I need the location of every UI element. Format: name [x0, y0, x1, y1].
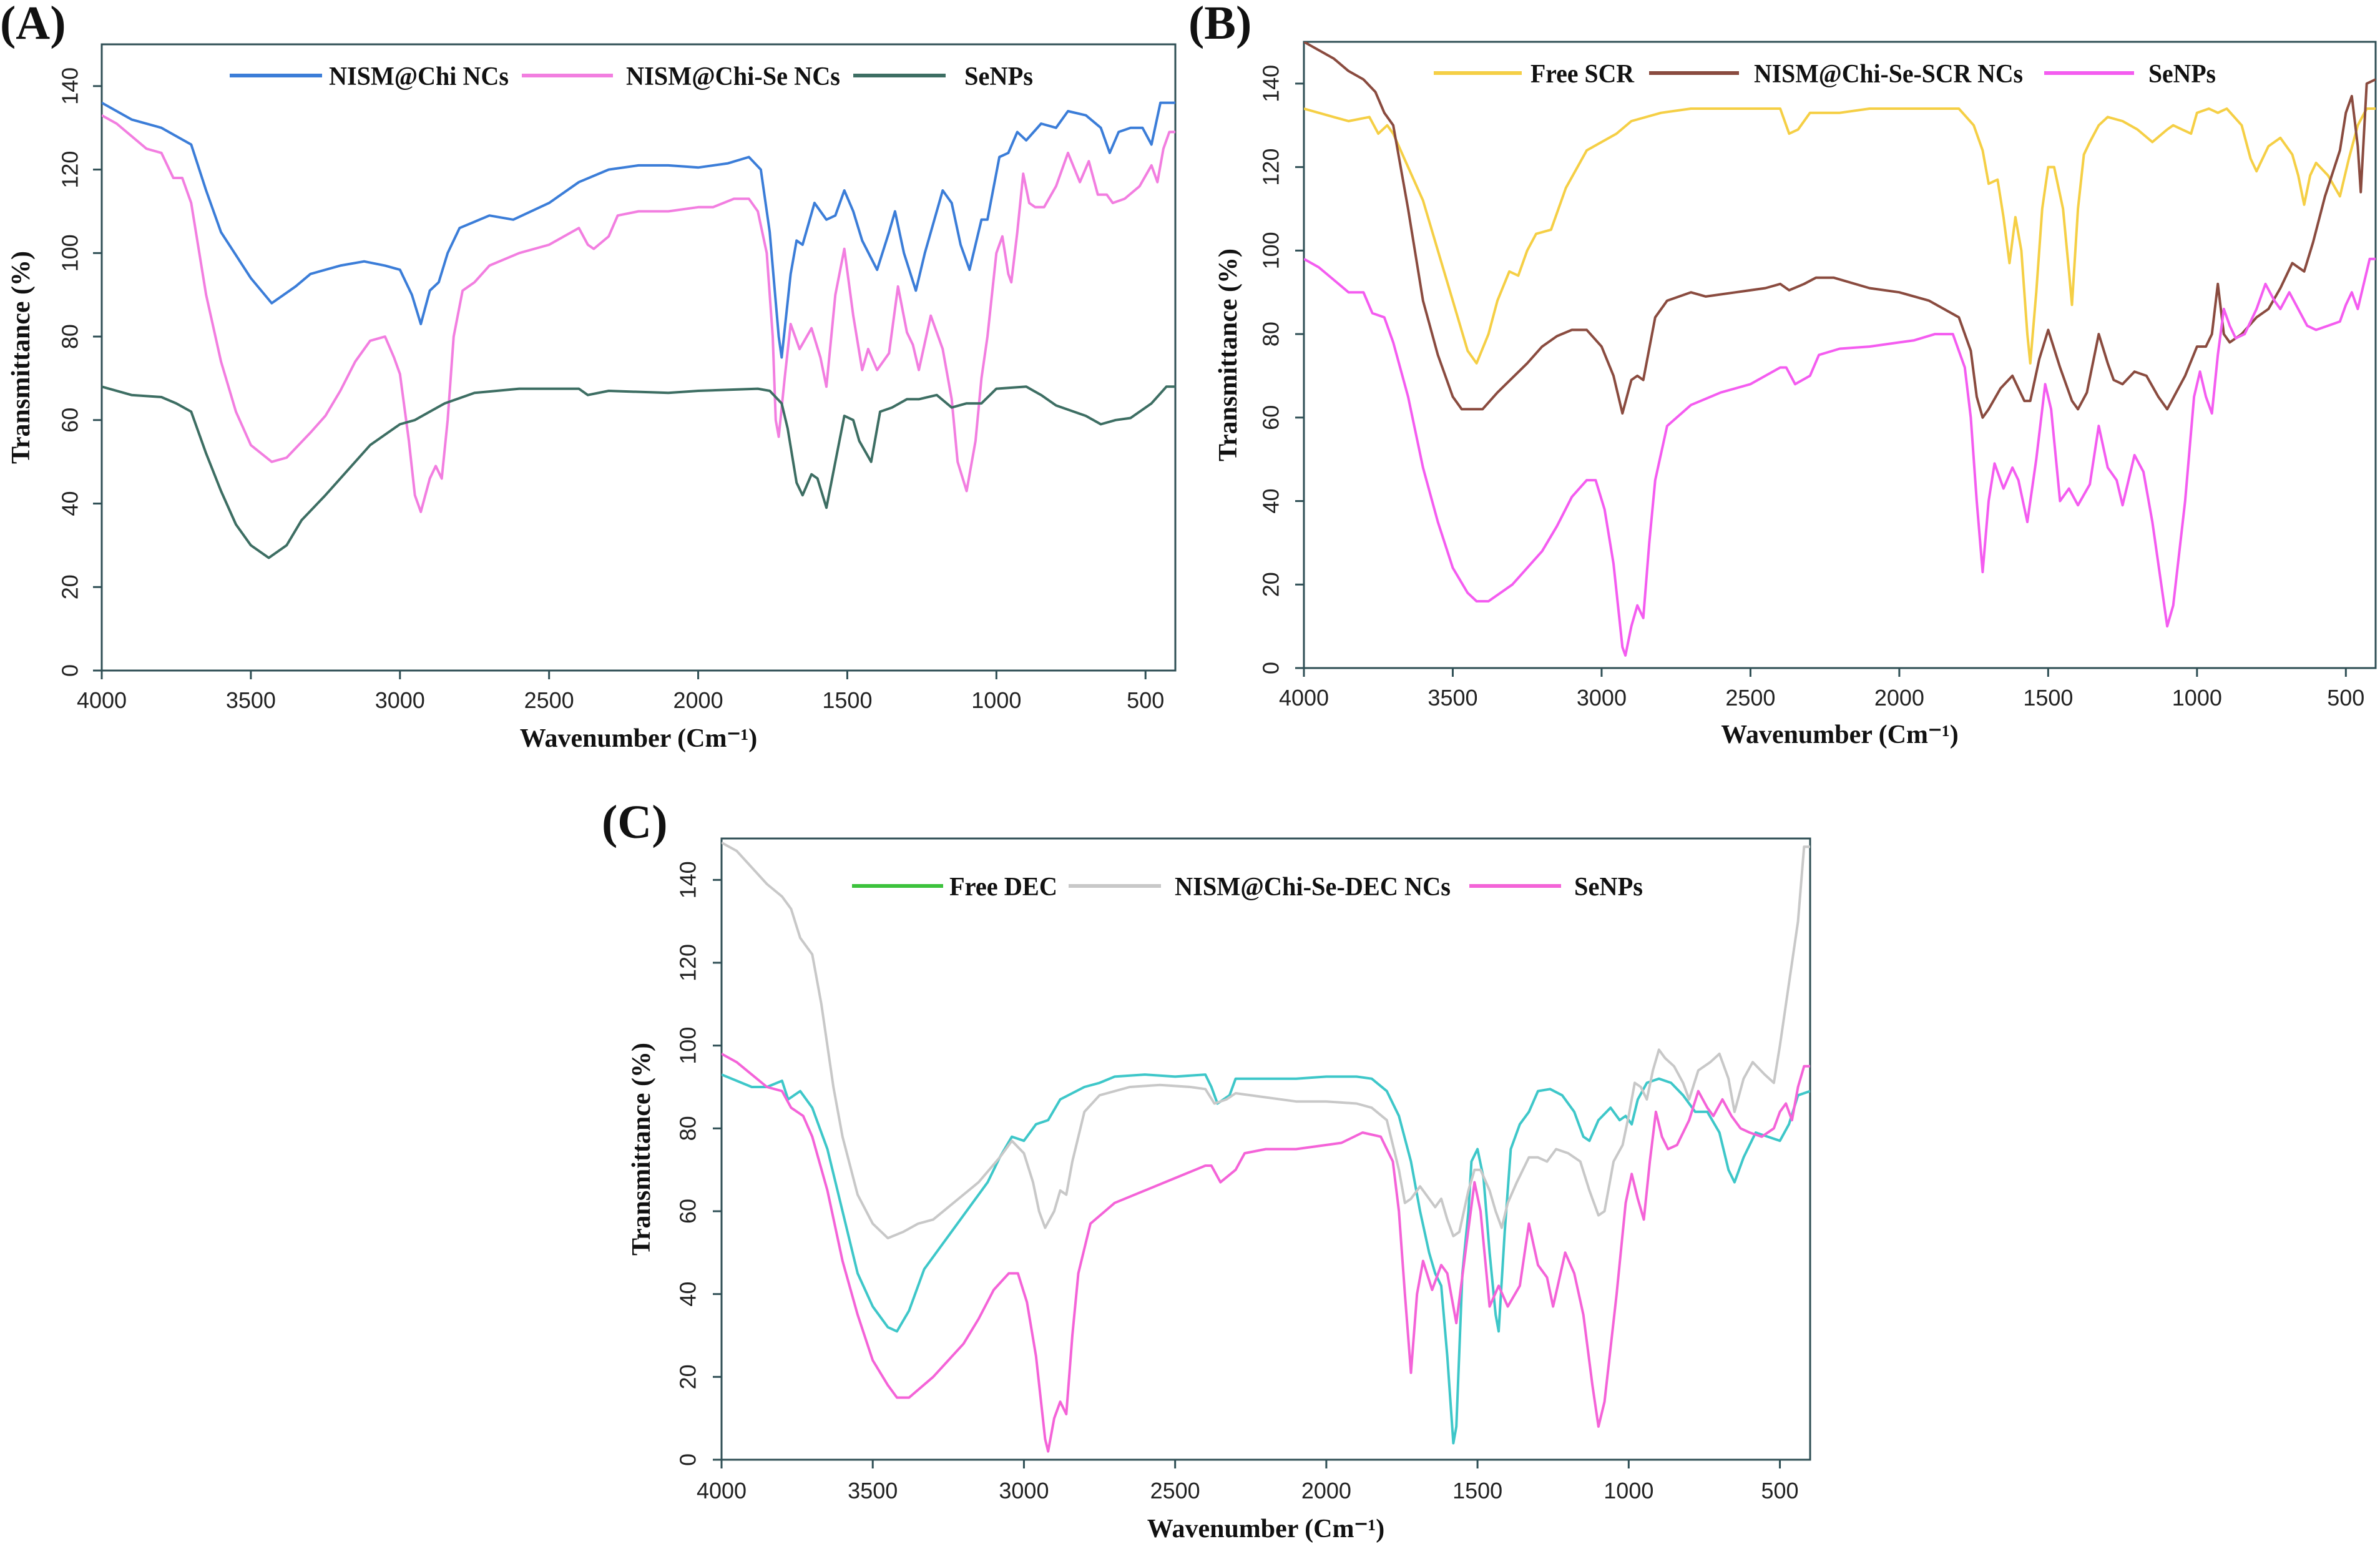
y-tick-label: 100	[57, 234, 83, 272]
y-axis-title: Transmittance (%)	[1214, 248, 1243, 461]
series-line-senps	[102, 385, 1175, 559]
x-tick-label: 3000	[1577, 685, 1627, 711]
y-tick-label: 40	[675, 1282, 701, 1307]
y-tick-label: 40	[57, 491, 83, 516]
x-tick-label: 3000	[375, 687, 425, 713]
series-line-free-scr	[1304, 107, 2376, 365]
y-axis-title: Transmittance (%)	[7, 251, 36, 464]
y-tick-label: 0	[675, 1453, 701, 1466]
x-tick-label: 3500	[226, 687, 276, 713]
panel-label: (C)	[602, 796, 668, 848]
x-axis-title: Wavenumber (Cm⁻¹)	[1147, 1515, 1384, 1543]
panel-label: (A)	[0, 0, 66, 49]
series-line-nism-chi-se-dec-ncs	[722, 841, 1810, 1240]
y-tick-label: 0	[1258, 662, 1284, 674]
x-tick-label: 4000	[77, 687, 127, 713]
y-tick-label: 140	[1258, 65, 1284, 102]
legend-label: NISM@Chi NCs	[329, 62, 509, 91]
legend-label: NISM@Chi-Se-DEC NCs	[1175, 873, 1451, 902]
y-tick-label: 40	[1258, 489, 1284, 514]
x-tick-label: 1000	[2172, 685, 2222, 711]
x-tick-label: 2500	[524, 687, 574, 713]
y-tick-label: 60	[1258, 405, 1284, 430]
y-tick-label: 60	[675, 1199, 701, 1224]
panel-label: (B)	[1188, 0, 1251, 49]
legend-label: Free DEC	[949, 873, 1057, 902]
y-tick-label: 20	[675, 1364, 701, 1389]
x-tick-label: 3500	[1428, 685, 1477, 711]
panel-a: (A) 4000 3500 3000 2500 2000 1500 1000 500 0 20 40 6…	[0, 0, 1177, 753]
series-line-nism-chi-se-scr-ncs	[1304, 42, 2376, 419]
series-line-senps	[1304, 257, 2376, 657]
x-tick-label: 500	[1761, 1478, 1799, 1503]
x-tick-label: 2000	[1301, 1478, 1351, 1503]
x-tick-label: 1500	[1452, 1478, 1502, 1503]
x-tick-label: 4000	[1279, 685, 1329, 711]
y-tick-label: 140	[675, 861, 701, 898]
panel-c: (C) 4000 3500 3000 2500 2000 1500 1000 500 0 20 40 6…	[602, 796, 1811, 1543]
y-tick-label: 0	[57, 664, 83, 677]
panel-b: (B) 4000 3500 3000 2500 2000 1500 1000 500 0 20 40 6…	[1188, 0, 2377, 749]
x-tick-label: 3000	[999, 1478, 1049, 1503]
plot-frame	[720, 837, 1811, 1461]
y-tick-label: 80	[57, 324, 83, 349]
y-tick-label: 20	[57, 574, 83, 599]
legend-label: NISM@Chi-Se NCs	[626, 62, 840, 91]
y-tick-label: 60	[57, 408, 83, 433]
x-tick-label: 500	[2327, 685, 2364, 711]
x-tick-label: 2000	[1874, 685, 1924, 711]
series-line-nism-chi-ncs	[102, 101, 1175, 359]
legend-label: SeNPs	[2148, 60, 2216, 89]
plot-frame	[1303, 41, 2377, 669]
x-tick-label: 1000	[971, 687, 1021, 713]
x-axis-title: Wavenumber (Cm⁻¹)	[1721, 720, 1958, 749]
x-tick-label: 1000	[1604, 1478, 1653, 1503]
x-tick-label: 2500	[1150, 1478, 1200, 1503]
series-line-free-dec	[722, 1073, 1810, 1445]
legend-label: SeNPs	[964, 62, 1033, 91]
y-tick-label: 120	[675, 944, 701, 981]
y-tick-label: 20	[1258, 572, 1284, 597]
y-tick-label: 120	[1258, 149, 1284, 186]
series-line-nism-chi-se-ncs	[102, 114, 1175, 513]
legend-label: NISM@Chi-Se-SCR NCs	[1754, 60, 2023, 89]
x-tick-label: 1500	[822, 687, 872, 713]
y-tick-label: 100	[1258, 232, 1284, 269]
legend-label: SeNPs	[1574, 873, 1643, 902]
plot-frame	[100, 43, 1177, 672]
y-tick-label: 140	[57, 67, 83, 105]
x-axis-title: Wavenumber (Cm⁻¹)	[520, 724, 757, 753]
x-tick-label: 2000	[673, 687, 723, 713]
x-tick-label: 2500	[1725, 685, 1775, 711]
y-tick-label: 80	[1258, 322, 1284, 347]
y-tick-label: 80	[675, 1116, 701, 1141]
legend-label: Free SCR	[1530, 60, 1635, 89]
x-tick-label: 4000	[697, 1478, 747, 1503]
y-tick-label: 120	[57, 151, 83, 189]
x-tick-label: 3500	[848, 1478, 898, 1503]
x-tick-label: 1500	[2023, 685, 2073, 711]
y-tick-label: 100	[675, 1027, 701, 1065]
y-axis-title: Transmittance (%)	[627, 1043, 656, 1256]
series-line-senps	[722, 1053, 1810, 1453]
x-tick-label: 500	[1127, 687, 1164, 713]
